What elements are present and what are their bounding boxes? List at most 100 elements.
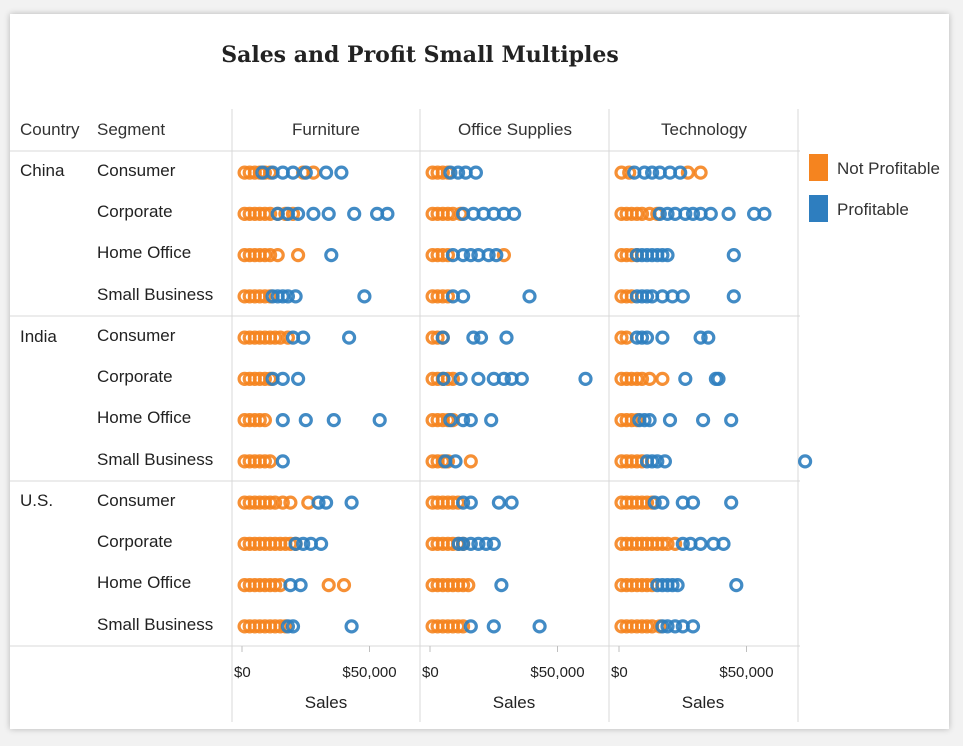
not-profitable-point[interactable] <box>257 454 272 469</box>
not-profitable-point[interactable] <box>634 206 650 221</box>
not-profitable-point[interactable] <box>257 289 272 304</box>
profitable-point[interactable] <box>655 330 670 345</box>
profitable-point[interactable] <box>504 495 519 510</box>
profitable-point[interactable] <box>291 206 306 221</box>
profitable-point[interactable] <box>285 165 301 180</box>
profitable-point[interactable] <box>673 165 688 180</box>
profitable-point[interactable] <box>463 495 478 510</box>
not-profitable-point[interactable] <box>280 330 295 345</box>
profitable-point[interactable] <box>466 330 481 345</box>
profitable-point[interactable] <box>326 413 341 428</box>
profitable-point[interactable] <box>657 454 673 469</box>
profitable-point[interactable] <box>443 413 458 428</box>
profitable-point[interactable] <box>675 536 690 552</box>
not-profitable-point[interactable] <box>456 619 471 634</box>
profitable-point[interactable] <box>486 536 501 552</box>
not-profitable-point[interactable] <box>257 248 272 263</box>
not-profitable-point[interactable] <box>451 495 466 510</box>
profitable-point[interactable] <box>275 454 290 469</box>
not-profitable-point[interactable] <box>268 577 283 593</box>
profitable-point[interactable] <box>489 248 504 263</box>
profitable-point[interactable] <box>507 206 522 221</box>
profitable-point[interactable] <box>456 413 471 428</box>
profitable-point[interactable] <box>637 413 652 428</box>
not-profitable-point[interactable] <box>642 371 657 386</box>
not-profitable-point[interactable] <box>639 619 655 634</box>
profitable-point[interactable] <box>380 206 395 221</box>
profitable-point[interactable] <box>448 454 463 469</box>
profitable-point[interactable] <box>655 495 670 510</box>
profitable-point[interactable] <box>443 165 458 180</box>
not-profitable-point[interactable] <box>430 330 445 345</box>
profitable-point[interactable] <box>514 371 529 386</box>
profitable-point[interactable] <box>311 495 326 510</box>
profitable-point[interactable] <box>324 248 339 263</box>
not-profitable-point[interactable] <box>257 371 272 386</box>
profitable-point[interactable] <box>319 495 334 510</box>
profitable-point[interactable] <box>296 536 311 552</box>
profitable-point[interactable] <box>660 248 675 263</box>
profitable-point[interactable] <box>662 413 678 428</box>
profitable-point[interactable] <box>280 619 295 634</box>
profitable-point[interactable] <box>344 619 359 634</box>
not-profitable-point[interactable] <box>273 619 288 634</box>
not-profitable-point[interactable] <box>680 165 696 180</box>
profitable-point[interactable] <box>726 289 741 304</box>
profitable-point[interactable] <box>637 165 652 180</box>
not-profitable-point[interactable] <box>435 165 450 180</box>
not-profitable-point[interactable] <box>257 413 272 428</box>
profitable-point[interactable] <box>344 495 359 510</box>
not-profitable-point[interactable] <box>614 330 629 345</box>
profitable-point[interactable] <box>473 330 489 345</box>
profitable-point[interactable] <box>532 619 547 634</box>
not-profitable-point[interactable] <box>655 371 670 386</box>
profitable-point[interactable] <box>499 330 514 345</box>
not-profitable-point[interactable] <box>270 248 285 263</box>
profitable-point[interactable] <box>436 371 451 386</box>
profitable-point[interactable] <box>644 165 660 180</box>
profitable-point[interactable] <box>685 495 701 510</box>
profitable-point[interactable] <box>463 413 478 428</box>
profitable-point[interactable] <box>797 454 813 469</box>
profitable-point[interactable] <box>291 371 306 386</box>
not-profitable-point[interactable] <box>440 289 455 304</box>
profitable-point[interactable] <box>716 536 731 552</box>
profitable-point[interactable] <box>652 206 667 221</box>
profitable-point[interactable] <box>703 206 718 221</box>
profitable-point[interactable] <box>634 330 650 345</box>
not-profitable-point[interactable] <box>655 536 670 552</box>
profitable-point[interactable] <box>724 495 739 510</box>
not-profitable-point[interactable] <box>336 577 352 593</box>
profitable-point[interactable] <box>757 206 772 221</box>
profitable-point[interactable] <box>729 577 744 593</box>
profitable-point[interactable] <box>670 577 685 593</box>
not-profitable-point[interactable] <box>440 206 455 221</box>
profitable-point[interactable] <box>711 371 726 386</box>
profitable-point[interactable] <box>456 536 471 552</box>
profitable-point[interactable] <box>695 413 711 428</box>
profitable-point[interactable] <box>491 495 506 510</box>
profitable-point[interactable] <box>660 206 675 221</box>
not-profitable-point[interactable] <box>451 619 466 634</box>
profitable-point[interactable] <box>667 619 683 634</box>
profitable-point[interactable] <box>479 536 494 552</box>
profitable-point[interactable] <box>456 289 471 304</box>
profitable-point[interactable] <box>468 165 483 180</box>
profitable-point[interactable] <box>578 371 593 386</box>
profitable-point[interactable] <box>655 619 670 634</box>
profitable-point[interactable] <box>678 206 693 221</box>
profitable-point[interactable] <box>660 619 675 634</box>
not-profitable-point[interactable] <box>321 577 336 593</box>
profitable-point[interactable] <box>724 413 739 428</box>
not-profitable-point[interactable] <box>463 454 478 469</box>
profitable-point[interactable] <box>481 248 496 263</box>
not-profitable-point[interactable] <box>456 577 471 593</box>
not-profitable-point[interactable] <box>263 495 278 510</box>
not-profitable-point[interactable] <box>461 577 476 593</box>
profitable-point[interactable] <box>288 289 303 304</box>
not-profitable-point[interactable] <box>263 248 278 263</box>
profitable-point[interactable] <box>675 289 690 304</box>
profitable-point[interactable] <box>471 371 486 386</box>
not-profitable-point[interactable] <box>639 495 655 510</box>
profitable-point[interactable] <box>280 289 295 304</box>
